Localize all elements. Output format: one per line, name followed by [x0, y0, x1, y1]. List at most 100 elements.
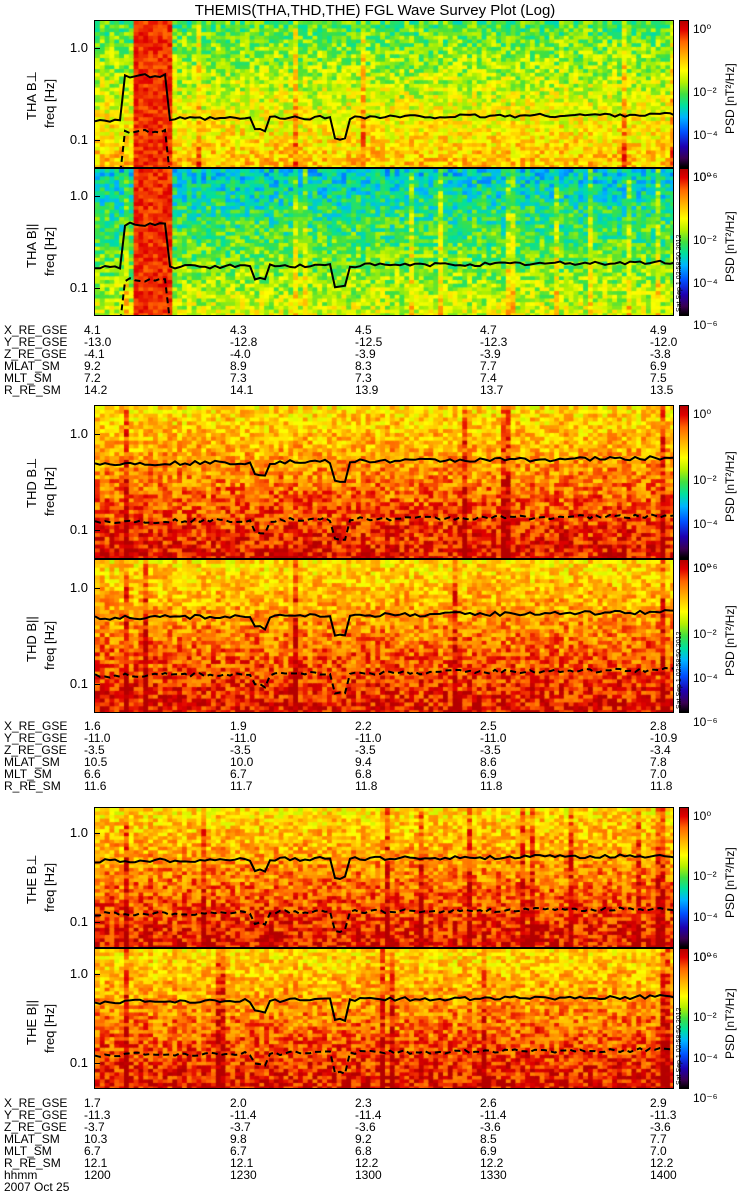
ephemeris-value: 2.9 — [650, 1096, 667, 1110]
gyro-frequency-line — [95, 455, 673, 483]
ephemeris-value: 12.1 — [84, 1156, 108, 1170]
ephemeris-label: Y_RE_GSE — [4, 731, 68, 745]
freq-tick-label: 0.1 — [69, 132, 88, 148]
ephemeris-value: -4.0 — [230, 347, 251, 361]
freq-tick-mark — [94, 833, 100, 835]
colorbar-tick-label: 10⁻⁶ — [693, 170, 718, 184]
ephemeris-value: -13.0 — [84, 335, 112, 349]
ephemeris-value: 9.4 — [355, 755, 372, 769]
quarter-gyro-frequency-line — [120, 277, 171, 315]
ephemeris-value: 8.3 — [355, 359, 372, 373]
colorbar-tick-label: 10⁰ — [693, 407, 712, 421]
plot-title: THEMIS(THA,THD,THE) FGL Wave Survey Plot… — [194, 2, 556, 19]
colorbar — [679, 405, 689, 559]
colorbar-tick-label: 10⁻² — [693, 473, 717, 487]
spectrogram-panel-the-perp — [94, 807, 674, 948]
freq-tick-label: 1.0 — [69, 825, 88, 841]
colorbar-tick-label: 10⁻⁴ — [693, 1050, 718, 1065]
spectrogram-image — [95, 169, 673, 315]
ephemeris-value: 1400 — [650, 1168, 677, 1182]
quarter-gyro-frequency-line — [95, 666, 673, 695]
ephemeris-value: 2.3 — [355, 1096, 372, 1110]
ephemeris-value: 1230 — [230, 1168, 257, 1182]
gyro-frequency-line — [95, 853, 673, 881]
ephemeris-value: 2.0 — [230, 1096, 247, 1110]
ephemeris-value: -10.9 — [650, 731, 678, 745]
colorbar-label: PSD [nT²/Hz] — [723, 451, 737, 522]
freq-axis-label: freq [Hz] — [42, 620, 57, 670]
freq-tick-label: 0.1 — [69, 280, 88, 296]
colorbar — [679, 559, 689, 713]
colorbar-tick-label: 10⁻⁴ — [693, 275, 718, 290]
ephemeris-value: -3.5 — [230, 743, 251, 757]
panel-ylabel: THE B⊥ — [24, 853, 39, 904]
ephemeris-value: 6.9 — [480, 1144, 497, 1158]
colorbar-tick-label: 10⁻⁶ — [693, 318, 718, 332]
ephemeris-value: 14.2 — [84, 383, 108, 397]
ephemeris-value: -3.5 — [84, 743, 105, 757]
ephemeris-value: 4.3 — [230, 323, 247, 337]
ephemeris-value: -11.0 — [480, 731, 507, 745]
spectrogram-panel-thd-perp — [94, 405, 674, 559]
freq-tick-mark — [94, 47, 100, 49]
cutoff-curves — [95, 72, 673, 167]
ephemeris-value: 7.5 — [650, 371, 667, 385]
colorbar-label: PSD [nT²/Hz] — [723, 987, 737, 1059]
ephemeris-value: 13.5 — [650, 383, 674, 397]
colorbar-label: PSD [nT²/Hz] — [723, 63, 737, 134]
quarter-gyro-frequency-line — [95, 1046, 673, 1076]
ephemeris-value: 8.6 — [480, 755, 497, 769]
ephemeris-value: 13.9 — [355, 383, 379, 397]
freq-axis-label: freq [Hz] — [42, 78, 57, 128]
colorbar-tick-label: 10⁻⁶ — [693, 561, 718, 575]
colorbar-tick-label: 10⁻² — [693, 869, 717, 884]
ephemeris-value: -12.8 — [230, 335, 258, 349]
quarter-gyro-frequency-line — [95, 906, 673, 934]
ephemeris-value: 1200 — [84, 1168, 111, 1182]
ephemeris-label: MLAT_SM — [4, 755, 60, 769]
ephemeris-value: 7.0 — [650, 1144, 667, 1158]
gyro-frequency-line — [95, 72, 673, 141]
generation-timestamp: Sat Sep 1 02:58:50 2012 — [676, 1007, 683, 1085]
colorbar-tick-label: 10⁻⁶ — [693, 715, 718, 729]
ephemeris-value: 2.8 — [650, 719, 667, 733]
ephemeris-value: 11.6 — [84, 779, 107, 793]
ephemeris-value: -11.3 — [650, 1108, 677, 1122]
ephemeris-value: 7.3 — [230, 371, 247, 385]
colorbar — [679, 948, 689, 1089]
ephemeris-value: -12.3 — [480, 335, 508, 349]
freq-tick-label: 1.0 — [69, 966, 88, 982]
ephemeris-value: -3.7 — [230, 1120, 251, 1134]
ephemeris-value: 8.5 — [480, 1132, 497, 1146]
ephemeris-value: 8.9 — [230, 359, 247, 373]
ephemeris-value: 4.1 — [84, 323, 101, 337]
ephemeris-value: 12.1 — [230, 1156, 254, 1170]
colorbar-tick-label: 10⁻⁴ — [693, 909, 718, 924]
panel-ylabel: THD B|| — [24, 616, 39, 662]
ephemeris-value: 11.8 — [480, 779, 503, 793]
colorbar-label: PSD [nT²/Hz] — [723, 211, 737, 282]
freq-tick-mark — [94, 1062, 100, 1064]
freq-tick-mark — [94, 684, 100, 686]
ephemeris-value: -12.0 — [650, 335, 678, 349]
ephemeris-label: MLAT_SM — [4, 359, 60, 373]
ephemeris-value: 7.0 — [650, 767, 667, 781]
ephemeris-value: -11.4 — [480, 1108, 507, 1122]
ephemeris-value: 4.7 — [480, 323, 497, 337]
ephemeris-value: 2.2 — [355, 719, 372, 733]
ephemeris-value: 10.5 — [84, 755, 108, 769]
freq-tick-label: 1.0 — [69, 39, 88, 55]
freq-axis-label: freq [Hz] — [42, 862, 57, 912]
ephemeris-value: -3.6 — [355, 1120, 376, 1134]
ephemeris-value: -3.5 — [480, 743, 501, 757]
spectrogram-panel-thd-par — [94, 559, 674, 713]
ephemeris-value: 1.6 — [84, 719, 101, 733]
gyro-frequency-line — [95, 993, 673, 1023]
quarter-gyro-frequency-line — [119, 128, 171, 167]
date-label: 2007 Oct 25 — [4, 1180, 70, 1194]
ephemeris-value: 7.7 — [650, 1132, 667, 1146]
ephemeris-value: 1.7 — [84, 1096, 101, 1110]
ephemeris-value: 6.6 — [84, 767, 101, 781]
colorbar — [679, 168, 689, 316]
ephemeris-value: -3.9 — [355, 347, 376, 361]
